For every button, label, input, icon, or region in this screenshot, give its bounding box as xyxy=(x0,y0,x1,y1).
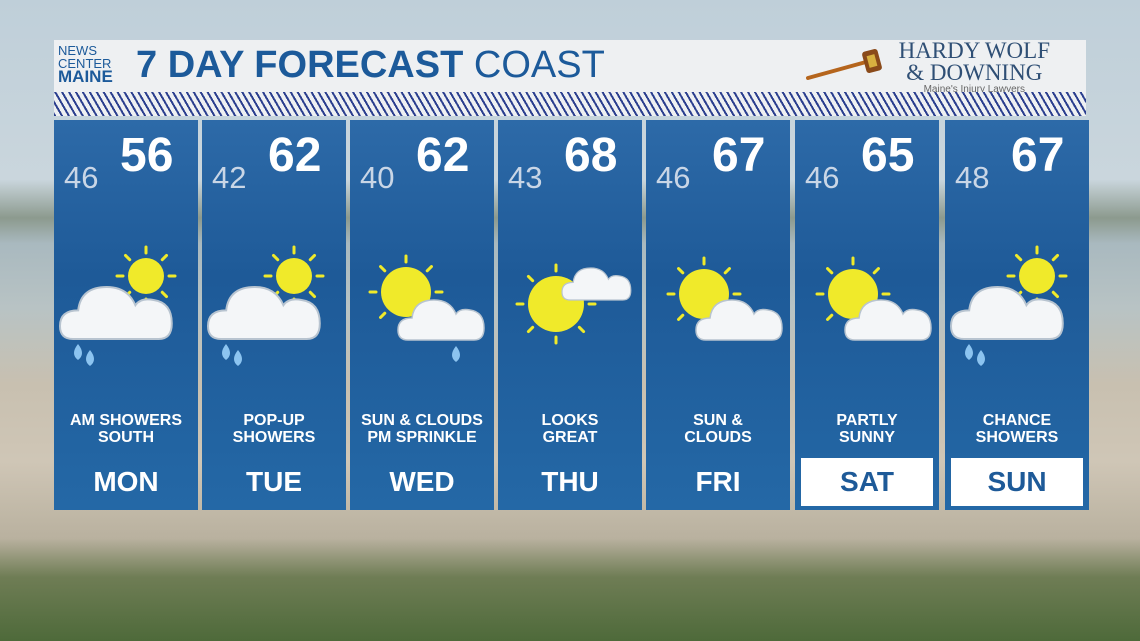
day-label: SUN xyxy=(951,458,1083,506)
sun-cloud-rain-icon xyxy=(56,240,196,375)
conditions-text: AM SHOWERS SOUTH xyxy=(54,412,198,446)
conditions-line: LOOKS xyxy=(541,412,599,429)
conditions-line: SUN & xyxy=(693,412,743,429)
low-temp: 46 xyxy=(64,160,99,195)
logo-text: CENTER xyxy=(58,56,112,71)
conditions-line: GREAT xyxy=(542,429,598,446)
high-temp: 62 xyxy=(268,129,322,182)
low-temp: 42 xyxy=(212,160,247,195)
high-temp: 65 xyxy=(861,129,915,182)
day-forecast-mon: 46 56 AM SHOWERS SOUTH MON xyxy=(54,120,198,510)
conditions-line: SHOWERS xyxy=(975,429,1059,446)
conditions-line: PARTLY xyxy=(836,412,898,429)
sun-cloud-icon xyxy=(648,240,788,375)
high-temp: 62 xyxy=(416,129,470,182)
conditions-text: PARTLY SUNNY xyxy=(795,412,939,446)
sponsor-name: HARDY WOLF xyxy=(898,38,1050,63)
striped-divider xyxy=(54,92,1086,116)
day-label: SAT xyxy=(801,458,933,506)
logo-text: NEWS xyxy=(58,43,97,58)
sun-small-cloud-icon xyxy=(500,240,640,375)
day-forecast-sat: 46 65 PARTLY SUNNY SAT xyxy=(795,120,939,510)
day-forecast-tue: 42 62 POP-UP SHOWERS TUE xyxy=(202,120,346,510)
conditions-text: POP-UP SHOWERS xyxy=(202,412,346,446)
day-forecast-thu: 43 68 LOOKS GREAT THU xyxy=(498,120,642,510)
high-temp: 56 xyxy=(120,129,174,182)
conditions-line: PM SPRINKLE xyxy=(367,429,477,446)
conditions-text: LOOKS GREAT xyxy=(498,412,642,446)
high-temp: 68 xyxy=(564,129,618,182)
conditions-text: SUN & CLOUDS xyxy=(646,412,790,446)
high-temp: 67 xyxy=(1011,129,1065,182)
low-temp: 48 xyxy=(955,160,990,195)
gavel-icon xyxy=(806,48,882,80)
station-logo: NEWS CENTER MAINE xyxy=(58,43,113,86)
sun-cloud-drop-icon xyxy=(352,240,492,375)
title-bold: 7 DAY FORECAST xyxy=(136,44,464,86)
high-temp: 67 xyxy=(712,129,766,182)
day-label: WED xyxy=(389,466,455,497)
conditions-text: SUN & CLOUDS PM SPRINKLE xyxy=(350,412,494,446)
sun-cloud-icon xyxy=(797,240,937,375)
title-region: COAST xyxy=(473,44,605,86)
day-label: FRI xyxy=(695,466,741,497)
low-temp: 46 xyxy=(656,160,691,195)
day-forecast-sun: 48 67 CHANCE SHOWERS SUN xyxy=(945,120,1089,510)
conditions-line: POP-UP xyxy=(243,412,305,429)
conditions-line: SOUTH xyxy=(98,429,154,446)
low-temp: 40 xyxy=(360,160,395,195)
sponsor-logo: HARDY WOLF & DOWNING Maine's Injury Lawy… xyxy=(898,38,1050,95)
conditions-line: SUNNY xyxy=(838,429,895,446)
sun-cloud-rain-icon xyxy=(204,240,344,375)
day-label: MON xyxy=(93,466,159,497)
forecast-header: NEWS CENTER MAINE 7 DAY FORECAST COAST H… xyxy=(54,38,1086,95)
page-title: 7 DAY FORECAST COAST xyxy=(136,44,605,87)
day-label: TUE xyxy=(246,466,302,497)
sun-cloud-rain-icon xyxy=(947,240,1087,375)
conditions-line: SUN & CLOUDS xyxy=(361,412,483,429)
day-forecast-fri: 46 67 SUN & CLOUDS FRI xyxy=(646,120,790,510)
day-forecast-wed: 40 62 SUN & CLOUDS PM SPRINKLE WED xyxy=(350,120,494,510)
day-label: THU xyxy=(541,466,599,497)
logo-text: MAINE xyxy=(58,67,113,86)
sponsor-name: & DOWNING xyxy=(906,60,1043,85)
low-temp: 43 xyxy=(508,160,543,195)
conditions-line: CHANCE xyxy=(982,412,1052,429)
sponsor-tagline: Maine's Injury Lawyers xyxy=(923,84,1025,95)
conditions-line: SHOWERS xyxy=(232,429,316,446)
conditions-line: CLOUDS xyxy=(684,429,752,446)
low-temp: 46 xyxy=(805,160,840,195)
conditions-line: AM SHOWERS xyxy=(70,412,182,429)
conditions-text: CHANCE SHOWERS xyxy=(945,412,1089,446)
